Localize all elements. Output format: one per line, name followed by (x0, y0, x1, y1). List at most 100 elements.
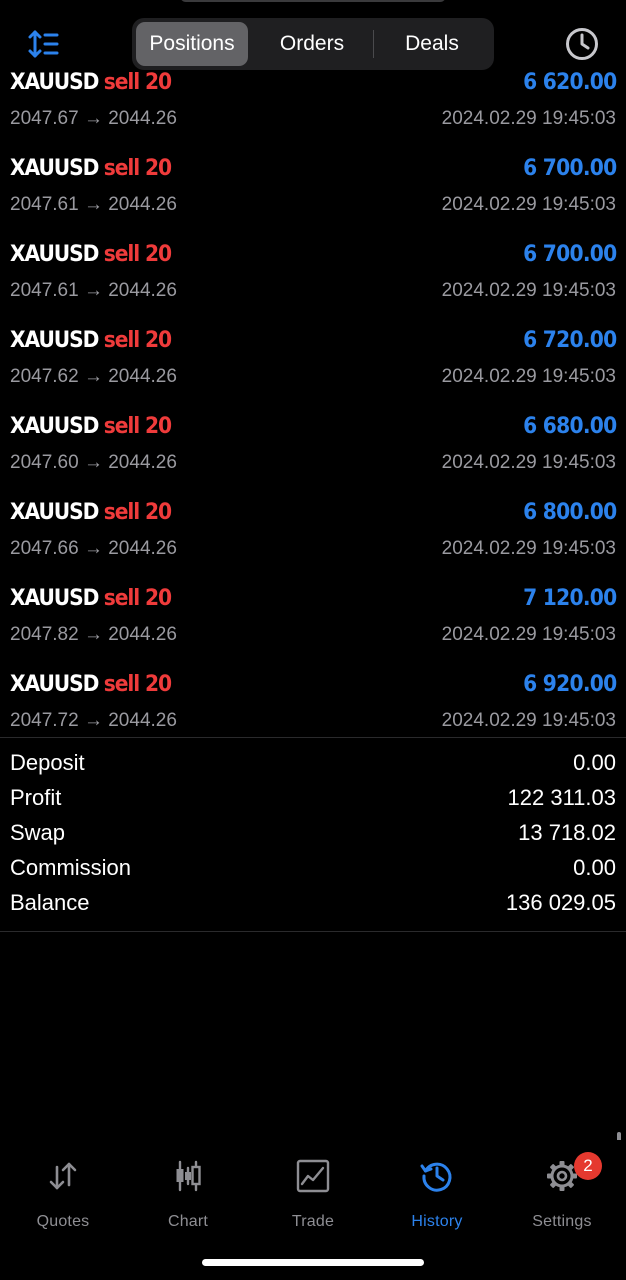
deal-time: 2024.02.29 19:45:03 (441, 452, 616, 473)
summary-divider (0, 931, 626, 932)
deal-time: 2024.02.29 19:45:03 (441, 538, 616, 559)
deal-row[interactable]: XAUUSD sell 20 6 700.00 2047.61 → 2044.26 20… (0, 234, 626, 320)
tab-chart[interactable]: Chart (138, 1158, 238, 1238)
deal-prices: 2047.82 → 2044.26 (10, 624, 177, 645)
tab-label: Trade (291, 1213, 335, 1230)
deal-profit: 6 700.00 (522, 242, 617, 267)
summary-value: 0.00 (573, 750, 616, 775)
deal-symbol: XAUUSD sell 20 (10, 242, 172, 267)
deal-prices: 2047.61 → 2044.26 (10, 280, 177, 301)
tab-settings[interactable]: Settings (512, 1158, 612, 1238)
deal-profit: 6 680.00 (522, 414, 617, 439)
history-clock-icon (419, 1158, 455, 1194)
deal-symbol: XAUUSD sell 20 (10, 672, 172, 697)
deal-profit: 6 720.00 (522, 328, 617, 353)
deal-time: 2024.02.29 19:45:03 (441, 280, 616, 301)
scroll-indicator[interactable] (617, 1132, 621, 1144)
top-bar: Positions Orders Deals (0, 0, 626, 72)
home-indicator[interactable] (202, 1259, 424, 1266)
view-segmented-control[interactable]: Positions Orders Deals (132, 18, 494, 70)
deal-prices: 2047.62 → 2044.26 (10, 366, 177, 387)
summary-row: Swap 13 718.02 (0, 820, 626, 855)
summary-row: Balance 136 029.05 (0, 890, 626, 925)
deal-prices: 2047.61 → 2044.26 (10, 194, 177, 215)
deal-side: sell 20 (103, 328, 172, 353)
summary-label: Commission (10, 855, 132, 880)
deal-time: 2024.02.29 19:45:03 (441, 366, 616, 387)
deal-prices: 2047.67 → 2044.26 (10, 108, 177, 129)
deal-row[interactable]: XAUUSD sell 20 6 720.00 2047.62 → 2044.26 20… (0, 320, 626, 406)
tab-label: Quotes (36, 1213, 90, 1230)
deal-side: sell 20 (103, 242, 172, 267)
summary-label: Deposit (10, 750, 85, 775)
symbol-name: XAUUSD (10, 328, 99, 353)
deal-row[interactable]: XAUUSD sell 20 6 700.00 2047.61 → 2044.26 20… (0, 148, 626, 234)
deal-side: sell 20 (103, 156, 172, 181)
symbol-name: XAUUSD (10, 242, 99, 267)
deal-row[interactable]: XAUUSD sell 20 6 620.00 2047.67 → 2044.26 20… (0, 62, 626, 148)
tab-label: History (411, 1213, 463, 1230)
deal-row[interactable]: XAUUSD sell 20 6 920.00 2047.72 → 2044.26 20… (0, 664, 626, 750)
summary-row: Profit 122 311.03 (0, 785, 626, 820)
segment-divider (373, 30, 374, 58)
deal-side: sell 20 (103, 672, 172, 697)
deal-symbol: XAUUSD sell 20 (10, 414, 172, 439)
clock-icon[interactable] (562, 24, 602, 64)
list-divider (0, 737, 626, 738)
deal-symbol: XAUUSD sell 20 (10, 328, 172, 353)
deal-profit: 6 620.00 (522, 70, 617, 95)
settings-notification-badge: 2 (574, 1152, 602, 1180)
symbol-name: XAUUSD (10, 70, 99, 95)
deal-profit: 7 120.00 (522, 586, 617, 611)
deal-prices: 2047.72 → 2044.26 (10, 710, 177, 731)
deal-profit: 6 700.00 (522, 156, 617, 181)
summary-label: Balance (10, 890, 90, 915)
symbol-name: XAUUSD (10, 156, 99, 181)
summary-row: Deposit 0.00 (0, 750, 626, 785)
deal-profit: 6 800.00 (522, 500, 617, 525)
gear-icon (544, 1158, 580, 1194)
tab-label: Chart (167, 1213, 209, 1230)
deal-side: sell 20 (103, 586, 172, 611)
symbol-name: XAUUSD (10, 500, 99, 525)
deal-row[interactable]: XAUUSD sell 20 6 800.00 2047.66 → 2044.26 20… (0, 492, 626, 578)
status-notch (180, 0, 446, 2)
tab-quotes[interactable]: Quotes (13, 1158, 113, 1238)
deal-symbol: XAUUSD sell 20 (10, 586, 172, 611)
quotes-arrows-icon (45, 1158, 81, 1194)
deal-symbol: XAUUSD sell 20 (10, 500, 172, 525)
tab-history[interactable]: History (387, 1158, 487, 1238)
deal-time: 2024.02.29 19:45:03 (441, 710, 616, 731)
deal-time: 2024.02.29 19:45:03 (441, 624, 616, 645)
deal-prices: 2047.60 → 2044.26 (10, 452, 177, 473)
bottom-tab-bar: Quotes Chart (0, 1140, 626, 1280)
segment-orders[interactable]: Orders (279, 32, 345, 55)
summary-row: Commission 0.00 (0, 855, 626, 890)
deal-symbol: XAUUSD sell 20 (10, 70, 172, 95)
deal-time: 2024.02.29 19:45:03 (441, 108, 616, 129)
deal-side: sell 20 (103, 500, 172, 525)
deal-profit: 6 920.00 (522, 672, 617, 697)
deal-side: sell 20 (103, 414, 172, 439)
segment-positions[interactable]: Positions (136, 22, 248, 66)
tab-trade[interactable]: Trade (263, 1158, 363, 1238)
deal-prices: 2047.66 → 2044.26 (10, 538, 177, 559)
deal-row[interactable]: XAUUSD sell 20 6 680.00 2047.60 → 2044.26 20… (0, 406, 626, 492)
trade-chart-icon (295, 1158, 331, 1194)
summary-value: 136 029.05 (505, 890, 616, 915)
sort-icon[interactable] (26, 26, 62, 62)
candlestick-chart-icon (170, 1158, 206, 1194)
summary-label: Profit (10, 785, 62, 810)
tab-label: Settings (532, 1213, 592, 1230)
symbol-name: XAUUSD (10, 672, 99, 697)
deal-row[interactable]: XAUUSD sell 20 7 120.00 2047.82 → 2044.26 20… (0, 578, 626, 664)
summary-value: 122 311.03 (507, 785, 616, 810)
summary-label: Swap (10, 820, 66, 845)
symbol-name: XAUUSD (10, 414, 99, 439)
summary-value: 13 718.02 (518, 820, 616, 845)
deal-time: 2024.02.29 19:45:03 (441, 194, 616, 215)
symbol-name: XAUUSD (10, 586, 99, 611)
segment-deals[interactable]: Deals (405, 32, 459, 55)
summary-value: 0.00 (573, 855, 616, 880)
